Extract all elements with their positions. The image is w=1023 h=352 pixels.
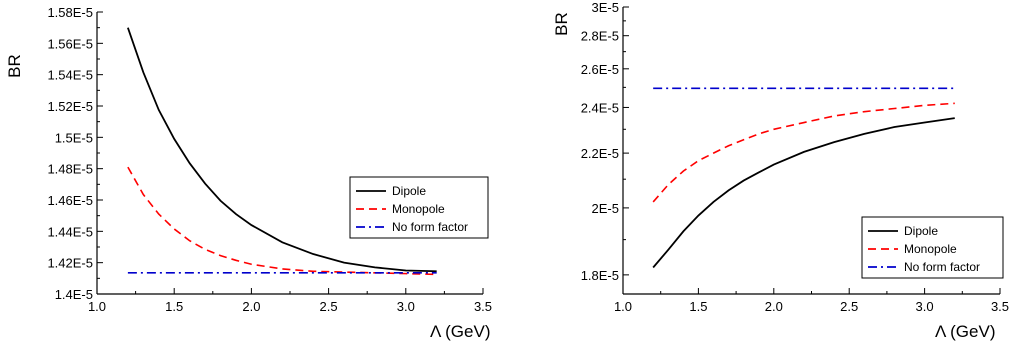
y-axis-label: BR	[552, 12, 571, 36]
chart-panel-1: 1.0 1.5 2.0 2.5 3.0 3.5 1.4E-5 1.42E-5 1.44E-5 1.…	[5, 5, 492, 341]
legend-box	[861, 216, 1004, 279]
series-line-dipole	[652, 117, 955, 269]
y-tick-label: 1.44E-5	[47, 224, 93, 239]
x-axis-label: Λ (GeV)	[935, 322, 995, 341]
y-tick-label: 1.5E-5	[55, 130, 93, 145]
x-tick-label: 2.5	[320, 299, 338, 314]
chart-panel-2: 1.0 1.5 2.0 2.5 3.0 3.5 1.8E-5 2E-5 2.2E-5 2.4E-5…	[552, 0, 1009, 341]
x-tick-label: 2.0	[765, 299, 783, 314]
legend: Dipole Monopole No form factor	[349, 176, 489, 239]
y-tick-label: 2.6E-5	[581, 62, 619, 77]
y-tick-label: 2.4E-5	[581, 100, 619, 115]
y-tick-label: 1.58E-5	[47, 5, 93, 20]
y-tick-label: 1.8E-5	[581, 268, 619, 283]
legend-label: No form factor	[904, 260, 980, 274]
y-tick-label: 1.56E-5	[47, 36, 93, 51]
legend-label: Monopole	[904, 242, 957, 256]
x-tick-label: 3.0	[916, 299, 934, 314]
legend-box	[349, 176, 489, 239]
y-tick-label: 2E-5	[592, 201, 619, 216]
y-tick-label: 1.48E-5	[47, 162, 93, 177]
x-tick-label: 1.0	[88, 299, 106, 314]
legend-label: Dipole	[392, 184, 426, 198]
legend-label: Dipole	[904, 224, 938, 238]
legend-label: Monopole	[392, 202, 445, 216]
x-tick-label: 1.0	[614, 299, 632, 314]
x-tick-label: 1.5	[165, 299, 183, 314]
x-tick-label: 3.5	[991, 299, 1009, 314]
y-tick-label: 2.2E-5	[581, 146, 619, 161]
y-tick-label: 1.54E-5	[47, 68, 93, 83]
x-tick-label: 2.0	[242, 299, 260, 314]
x-tick-label: 3.0	[397, 299, 415, 314]
y-axis-label: BR	[5, 54, 24, 78]
legend: Dipole Monopole No form factor	[861, 216, 1004, 279]
series-line-dipole	[127, 27, 437, 273]
x-axis-label: Λ (GeV)	[430, 322, 490, 341]
x-tick-label: 1.5	[689, 299, 707, 314]
legend-label: No form factor	[392, 220, 468, 234]
y-tick-label: 2.8E-5	[581, 29, 619, 44]
y-tick-label: 1.46E-5	[47, 193, 93, 208]
x-tick-label: 3.5	[474, 299, 492, 314]
y-tick-label: 1.52E-5	[47, 99, 93, 114]
y-tick-label: 1.42E-5	[47, 256, 93, 271]
y-tick-label: 3E-5	[592, 0, 619, 15]
x-tick-label: 2.5	[840, 299, 858, 314]
y-tick-label: 1.4E-5	[55, 287, 93, 302]
